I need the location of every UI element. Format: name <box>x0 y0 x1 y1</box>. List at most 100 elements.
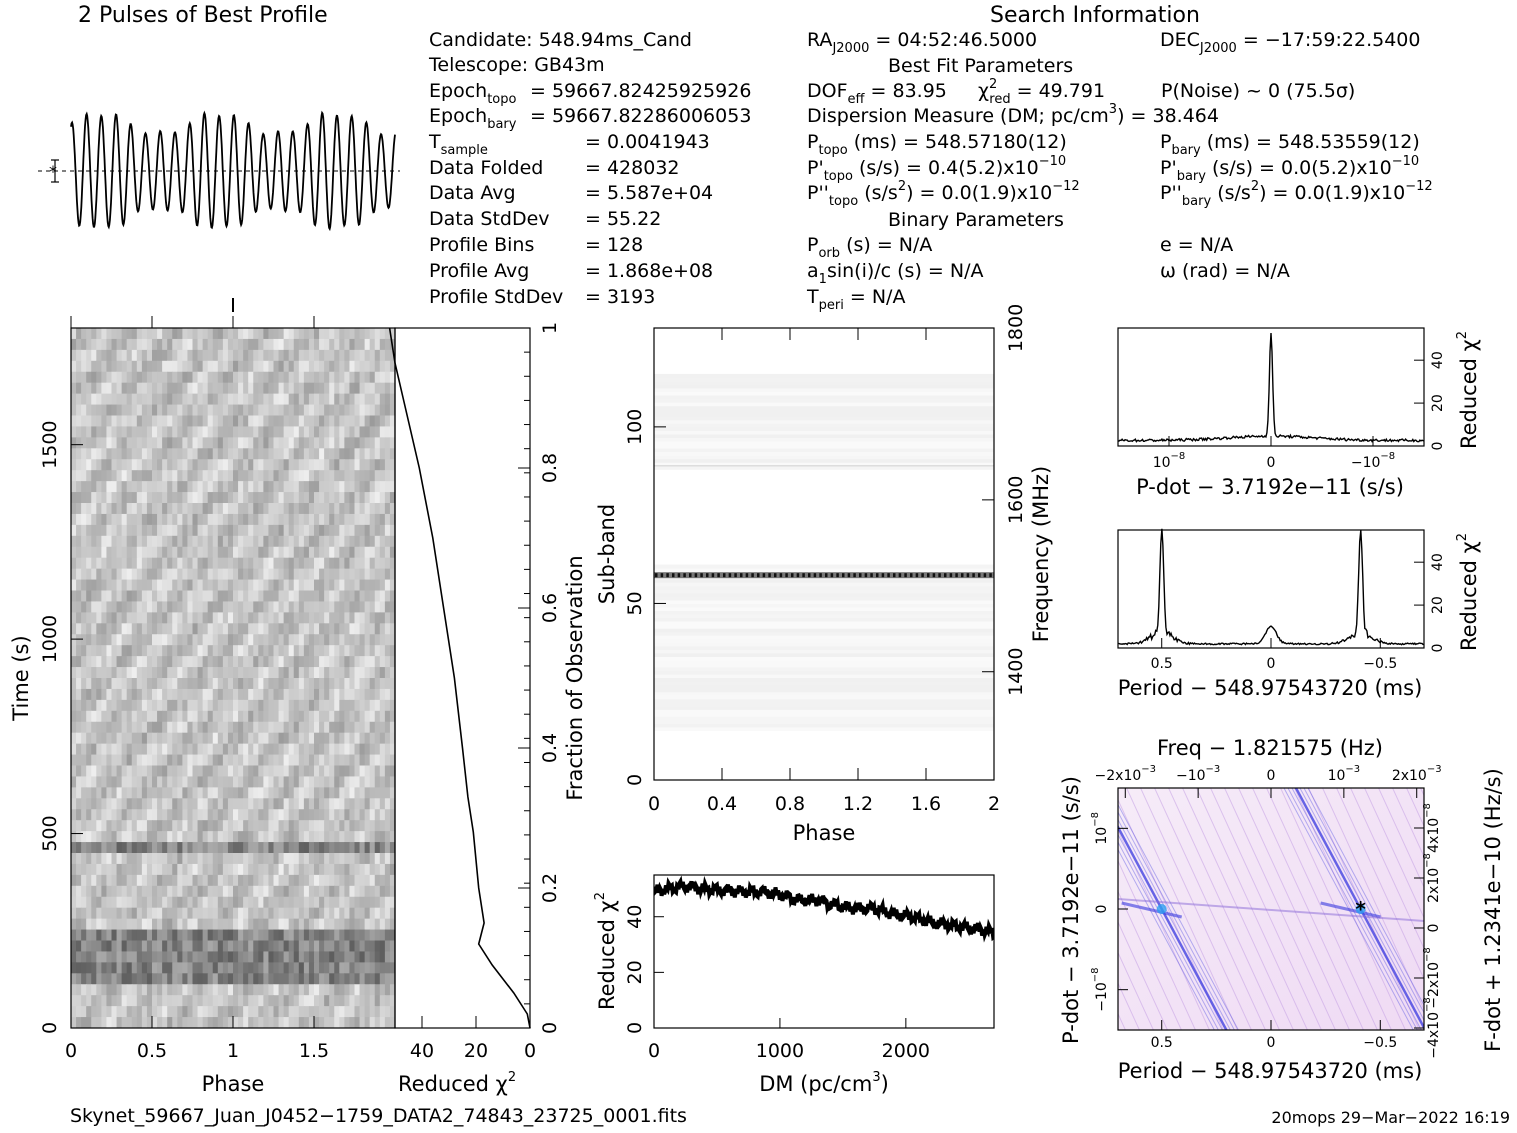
time-phase-cell <box>91 426 97 438</box>
time-phase-cell <box>243 732 249 745</box>
time-phase-cell <box>157 962 163 974</box>
time-phase-cell <box>389 612 395 624</box>
time-phase-cell <box>162 1017 168 1028</box>
time-phase-cell <box>354 1006 361 1018</box>
time-phase-cell <box>303 656 310 668</box>
time-phase-cell <box>349 1017 356 1028</box>
time-phase-cell <box>273 623 280 635</box>
chi-red-text: χ2 red = 49.791 <box>978 77 1105 107</box>
time-phase-cell <box>263 984 270 996</box>
time-phase-cell <box>303 645 310 657</box>
time-phase-cell <box>162 404 168 417</box>
time-phase-cell <box>293 612 300 624</box>
time-phase-cell <box>349 765 356 778</box>
time-phase-cell <box>374 524 381 537</box>
time-phase-cell <box>233 404 239 417</box>
time-phase-cell <box>354 437 361 449</box>
time-phase-cell <box>172 798 178 810</box>
time-phase-cell <box>146 546 153 559</box>
time-phase-cell <box>314 721 320 734</box>
time-phase-cell <box>177 557 183 570</box>
subband-ylabel: Sub-band <box>595 504 619 604</box>
time-phase-cell <box>81 404 87 417</box>
time-phase-cell <box>258 874 264 887</box>
time-phase-cell <box>207 776 214 788</box>
time-phase-cell <box>136 721 143 734</box>
time-phase-cell <box>136 776 143 788</box>
time-phase-cell <box>101 907 108 920</box>
time-phase-cell <box>136 612 143 624</box>
time-phase-cell <box>379 699 386 712</box>
time-phase-cell <box>131 349 138 362</box>
time-phase-cell <box>136 470 143 482</box>
time-phase-cell <box>298 437 305 449</box>
time-phase-cell <box>283 743 290 756</box>
time-phase-cell <box>238 962 244 974</box>
time-phase-cell <box>141 481 148 493</box>
time-phase-cell <box>192 831 199 843</box>
time-phase-cell <box>81 415 87 428</box>
time-phase-cell <box>111 765 118 778</box>
time-phase-cell <box>369 929 376 942</box>
time-phase-cell <box>359 623 366 635</box>
time-phase-cell <box>273 787 280 799</box>
time-phase-cell <box>308 710 315 723</box>
time-phase-cell <box>384 798 391 810</box>
time-phase-cell <box>253 1006 259 1018</box>
time-phase-xtick-label: 0.5 <box>137 1040 167 1062</box>
time-phase-cell <box>359 371 366 384</box>
time-phase-cell <box>329 951 335 963</box>
time-phase-cell <box>146 656 153 668</box>
time-phase-cell <box>202 634 209 646</box>
time-phase-cell <box>162 415 168 428</box>
time-phase-cell <box>187 448 194 460</box>
time-phase-cell <box>324 831 330 843</box>
time-phase-cell <box>248 557 254 570</box>
time-phase-cell <box>207 601 214 613</box>
time-phase-cell <box>344 951 351 963</box>
time-phase-cell <box>298 765 305 778</box>
time-phase-cell <box>253 678 259 690</box>
time-phase-cell <box>339 874 345 887</box>
time-phase-cell <box>238 349 244 362</box>
time-phase-cell <box>369 667 376 679</box>
time-phase-cell <box>212 645 219 657</box>
time-phase-cell <box>298 743 305 756</box>
time-phase-cell <box>141 995 148 1007</box>
time-phase-cell <box>243 426 249 438</box>
time-phase-cell <box>152 798 158 810</box>
time-phase-cell <box>91 929 97 942</box>
time-phase-cell <box>369 831 376 843</box>
time-phase-cell <box>76 874 82 887</box>
time-phase-cell <box>314 437 320 449</box>
time-phase-cell <box>172 765 178 778</box>
subband-row <box>654 451 994 456</box>
time-phase-cell <box>81 426 87 438</box>
time-phase-cell <box>364 918 371 931</box>
time-phase-cell <box>146 415 153 428</box>
time-phase-cell <box>263 853 270 865</box>
time-phase-cell <box>116 393 123 406</box>
time-phase-cell <box>389 929 395 942</box>
time-phase-cell <box>202 710 209 723</box>
subband-row <box>654 402 994 407</box>
time-phase-cell <box>116 328 123 340</box>
time-phase-cell <box>227 656 234 668</box>
time-phase-cell <box>369 885 376 898</box>
time-phase-cell <box>167 776 173 788</box>
time-phase-cell <box>111 951 118 963</box>
time-phase-cell <box>344 492 351 504</box>
time-phase-cell <box>116 382 123 395</box>
time-chi-ytick-label: 0 <box>539 1022 561 1034</box>
time-phase-cell <box>111 360 118 373</box>
time-phase-cell <box>172 1006 178 1018</box>
time-phase-cell <box>238 918 244 931</box>
time-phase-cell <box>157 612 163 624</box>
time-phase-cell <box>227 710 234 723</box>
time-phase-cell <box>248 918 254 931</box>
time-phase-cell <box>258 743 264 756</box>
time-phase-cell <box>111 743 118 756</box>
time-phase-cell <box>222 743 229 756</box>
time-phase-cell <box>379 448 386 460</box>
time-phase-cell <box>222 820 229 832</box>
